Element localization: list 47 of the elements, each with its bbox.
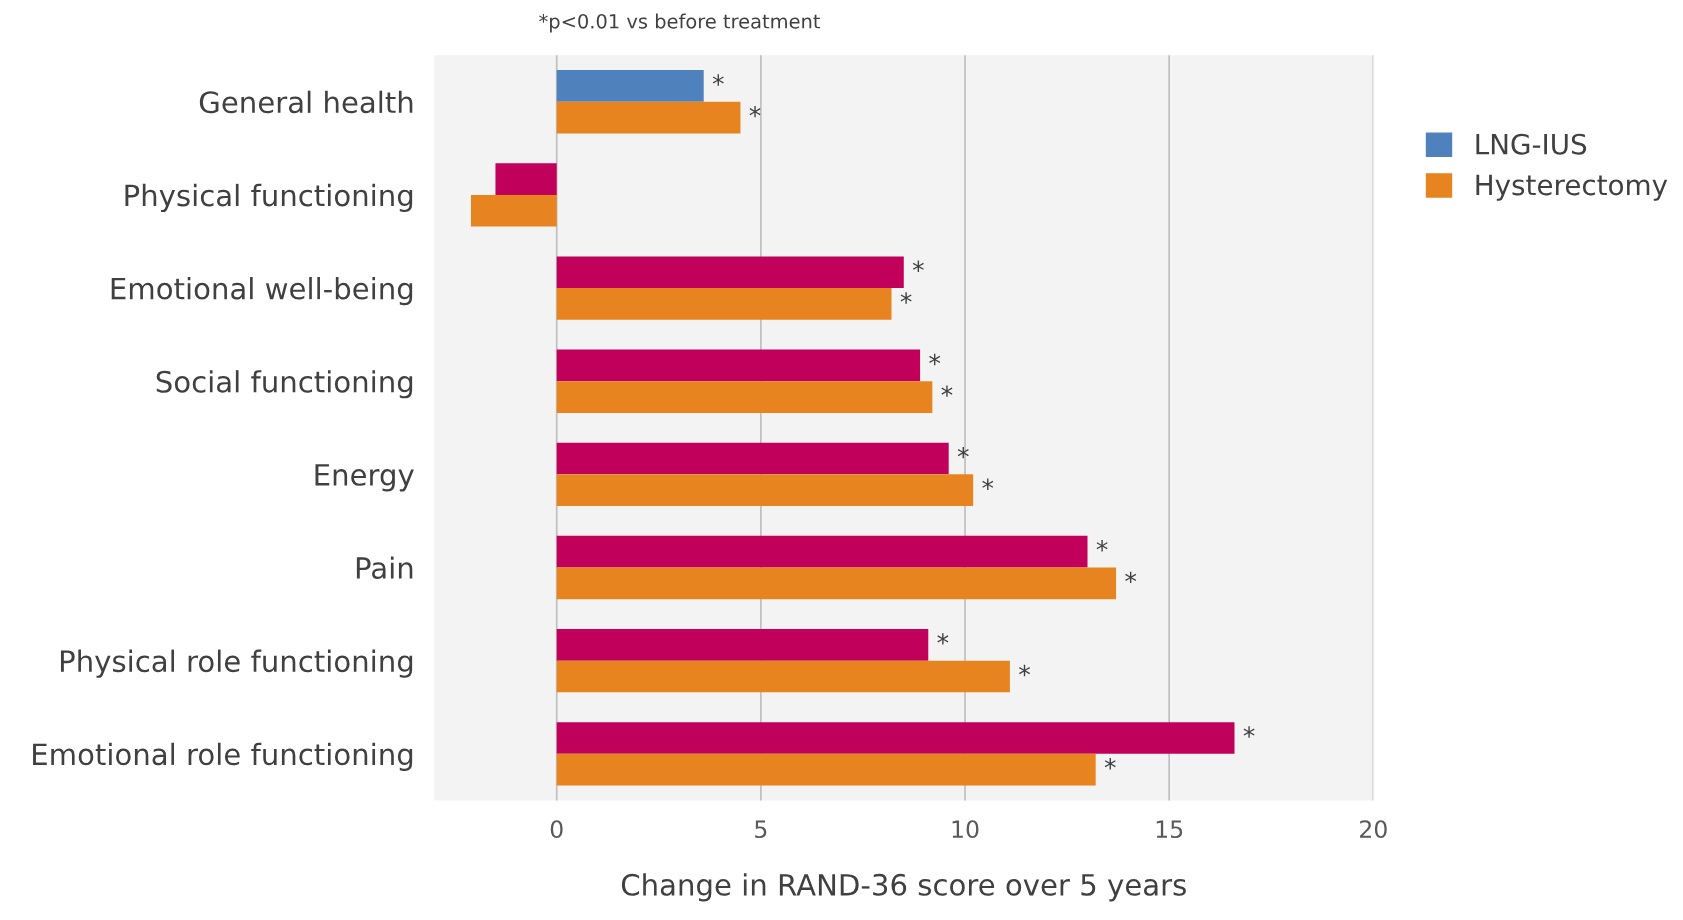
x-tick-label: 15 (1156, 820, 1183, 839)
text: *p<0.01 vs before treatment (539, 13, 821, 33)
data-label: * (957, 446, 969, 459)
bar (556, 535, 1088, 568)
y-tick-label: Emotional well-being (111, 276, 413, 306)
y-tick-label: Physical role functioning (60, 649, 413, 678)
y-tick-label: Physical functioning (125, 183, 413, 213)
data-label: * (1096, 540, 1108, 552)
legend-label: Hysterectomy (1476, 174, 1668, 201)
y-tick-label: Social functioning (156, 370, 413, 399)
legend-label: LNG-IUS (1476, 133, 1587, 155)
data-label: * (937, 633, 949, 645)
bar (556, 101, 741, 134)
bar (556, 629, 929, 661)
x-tick-label: 5 (755, 820, 767, 839)
data-label: * (749, 105, 761, 118)
x-tick-label: 10 (952, 820, 979, 839)
x-tick-label: 20 (1360, 820, 1387, 839)
y-tick-label: General health (199, 90, 413, 114)
x-axis-title: Change in RAND-36 score over 5 years (621, 873, 1186, 902)
data-label: * (1104, 758, 1116, 770)
bar (556, 660, 1010, 693)
bar (556, 753, 1096, 786)
bar (556, 349, 921, 382)
data-label: * (1243, 726, 1255, 738)
data-label: * (929, 353, 941, 366)
y-tick-label: Energy (315, 464, 414, 492)
bar (470, 194, 557, 227)
bar (556, 567, 1117, 600)
data-label: * (1019, 664, 1031, 677)
data-label: * (982, 478, 994, 490)
bar (556, 722, 1235, 754)
data-label: * (712, 74, 724, 86)
bar (495, 163, 557, 195)
x-tick-label: 0 (550, 820, 563, 839)
data-label: * (912, 260, 924, 272)
data-label: * (1125, 571, 1137, 584)
bar (556, 474, 974, 507)
data-label: * (900, 292, 912, 304)
y-tick-label: Emotional role functioning (33, 742, 413, 771)
bar (556, 381, 933, 413)
data-label: * (941, 385, 953, 397)
bar (556, 442, 949, 475)
bar (556, 288, 892, 320)
bar (556, 70, 704, 102)
bar (556, 256, 904, 289)
y-tick-label: Pain (356, 556, 413, 580)
